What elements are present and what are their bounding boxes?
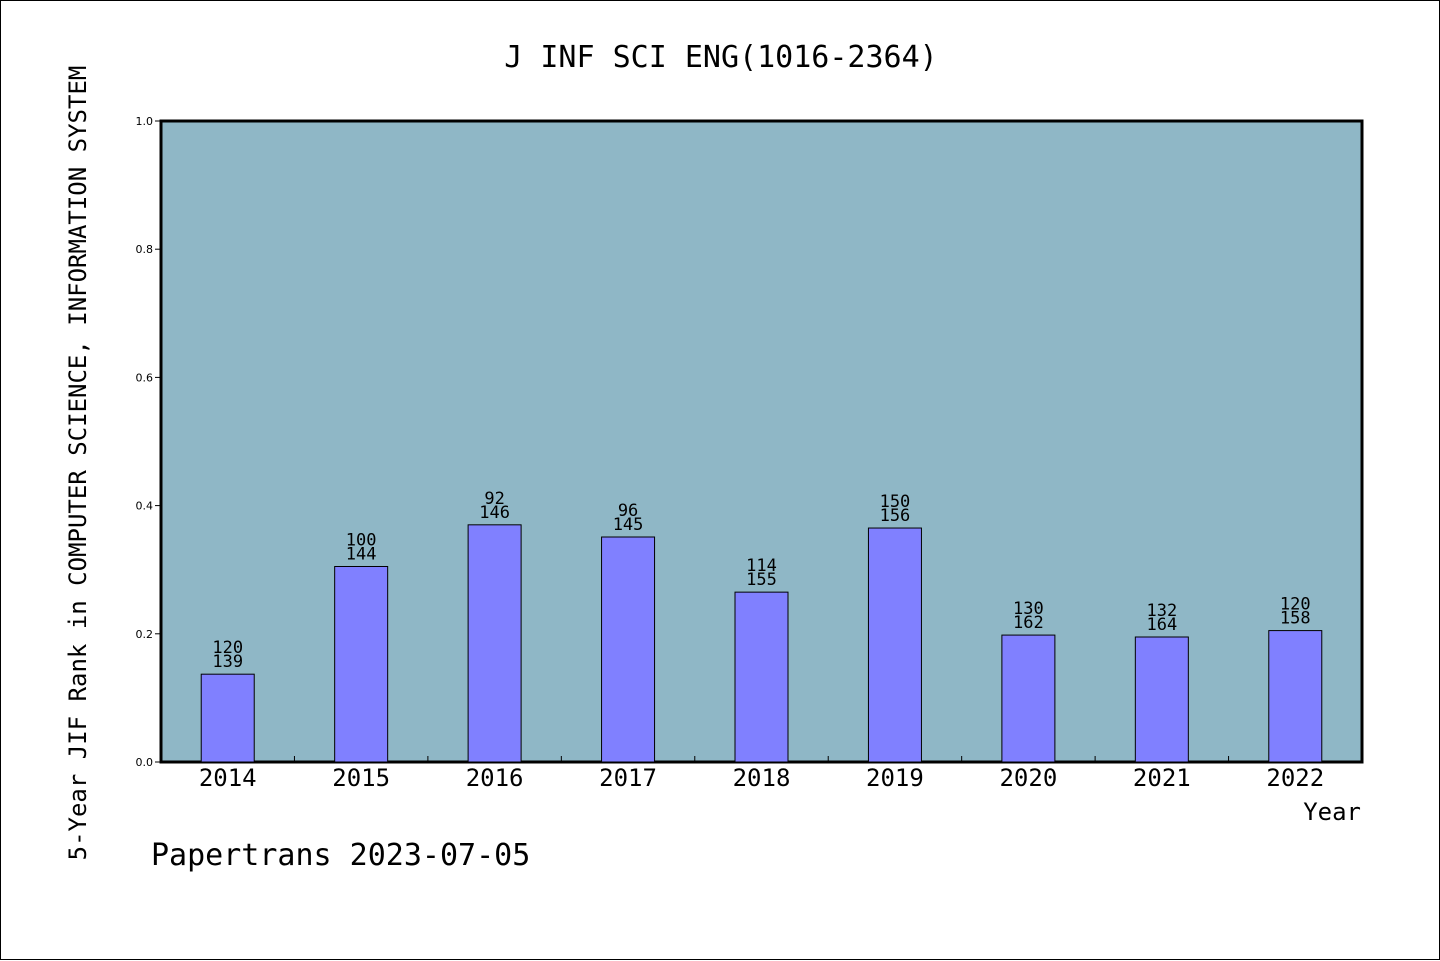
bar — [601, 536, 656, 763]
bar-total-label: 164 — [1146, 615, 1177, 635]
y-tick-label: 0.0 — [136, 756, 154, 769]
bar-total-label: 139 — [212, 652, 243, 672]
x-axis-label: Year — [1303, 798, 1361, 826]
y-axis-label: 5-Year JIF Rank in COMPUTER SCIENCE, INF… — [64, 66, 92, 861]
y-tick-label: 0.4 — [136, 500, 154, 513]
bar-total-label: 146 — [479, 503, 510, 523]
bar-total-label: 145 — [613, 515, 644, 535]
bar — [867, 527, 922, 763]
bar — [200, 673, 255, 763]
bar-total-label: 155 — [746, 570, 777, 590]
x-tick-label: 2014 — [199, 764, 257, 792]
y-tick-label: 0.2 — [136, 628, 154, 641]
bar — [467, 524, 522, 763]
chart-title: J INF SCI ENG(1016-2364) — [504, 40, 937, 75]
bar-total-label: 156 — [880, 506, 911, 526]
bar-rank-label: 120 — [212, 638, 243, 658]
bar-rank-label: 100 — [346, 530, 377, 550]
x-tick-label: 2016 — [466, 764, 524, 792]
x-tick-label: 2017 — [599, 764, 657, 792]
x-axis: 2014 2015 2016 2017 2018 2019 2020 2021 2022 — [199, 756, 1324, 792]
bar-total-label: 158 — [1280, 609, 1311, 629]
x-tick-label: 2020 — [999, 764, 1057, 792]
bar-rank-label: 114 — [746, 556, 777, 576]
bar — [1268, 630, 1323, 763]
x-tick-label: 2018 — [733, 764, 791, 792]
y-tick-label: 0.6 — [136, 371, 154, 384]
x-tick-label: 2022 — [1266, 764, 1324, 792]
bar-total-label: 162 — [1013, 613, 1044, 633]
y-tick-label: 0.8 — [136, 243, 154, 256]
x-tick-label: 2021 — [1133, 764, 1191, 792]
y-axis: 0.0 0.2 0.4 0.6 0.8 1.0 — [136, 115, 161, 769]
bar — [334, 565, 389, 763]
bar — [734, 591, 789, 763]
bar-rank-label: 92 — [484, 489, 504, 509]
bar-rank-label: 130 — [1013, 599, 1044, 619]
bar-rank-label: 120 — [1280, 595, 1311, 615]
bar-total-label: 144 — [346, 544, 377, 564]
bar — [1001, 634, 1056, 763]
bar-rank-label: 150 — [880, 492, 911, 512]
x-tick-label: 2015 — [332, 764, 390, 792]
bar — [1134, 636, 1189, 763]
bar-rank-label: 132 — [1146, 601, 1177, 621]
bar-rank-label: 96 — [618, 501, 638, 521]
y-tick-label: 1.0 — [136, 115, 154, 128]
footer-text: Papertrans 2023-07-05 — [151, 838, 530, 873]
x-tick-label: 2019 — [866, 764, 924, 792]
